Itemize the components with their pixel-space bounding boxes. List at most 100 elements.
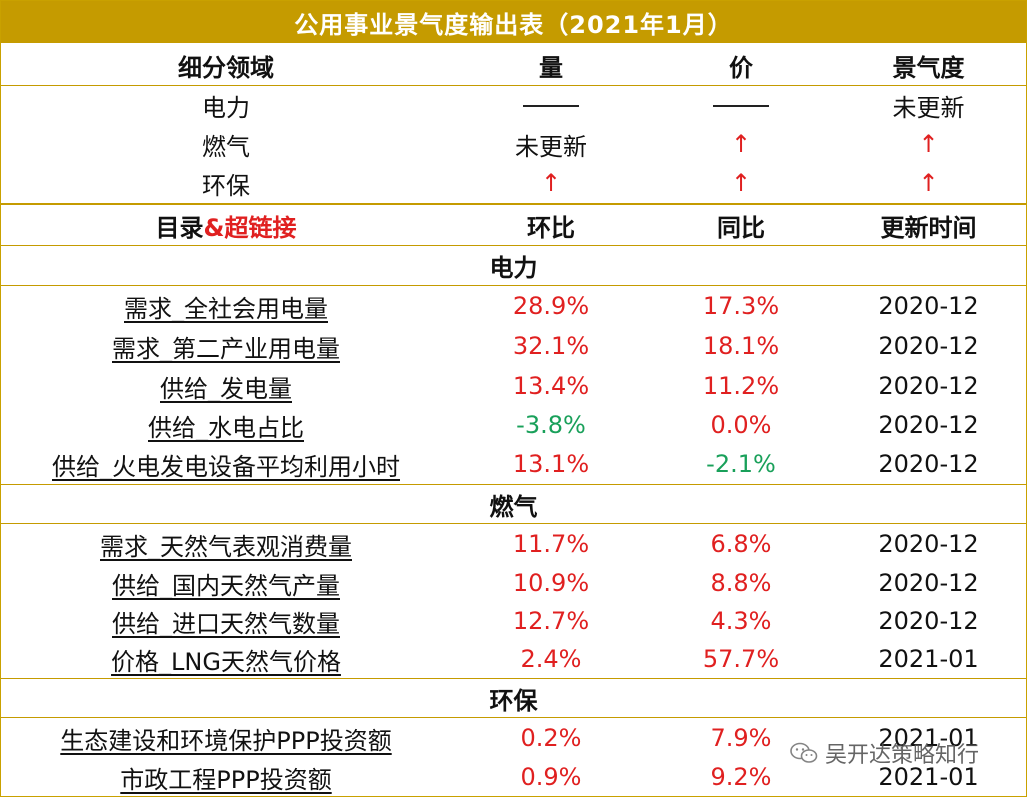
divider xyxy=(1,678,1026,679)
watermark-text: 吴开达策略知行 xyxy=(825,743,980,768)
yoy-value: 0.0% xyxy=(710,411,772,439)
mom-value: 11.7% xyxy=(512,530,590,558)
table-row: 供给_水电占比 -3.8% 0.0% 2020-12 xyxy=(1,406,1026,444)
table-row: 供给_发电量 13.4% 11.2% 2020-12 xyxy=(1,366,1026,406)
mom-value: 28.9% xyxy=(512,292,590,320)
mom-value: -3.8% xyxy=(516,411,586,439)
divider xyxy=(1,85,1026,86)
up-arrow-icon: ↑ xyxy=(918,130,939,158)
summary-volume xyxy=(451,91,651,119)
watermark: 吴开达策略知行 xyxy=(789,735,979,771)
yoy-value: 57.7% xyxy=(702,645,780,673)
divider xyxy=(1,523,1026,524)
update-time: 2021-01 xyxy=(878,724,979,752)
mom-value: 12.7% xyxy=(512,607,590,635)
table-row: 供给_进口天然气数量 12.7% 4.3% 2020-12 xyxy=(1,602,1026,640)
mom-value: 32.1% xyxy=(512,332,590,360)
update-time: 2020-12 xyxy=(878,450,979,478)
summary-price xyxy=(651,91,831,119)
hyperlink-label: &超链接 xyxy=(203,213,297,242)
yoy-value: 17.3% xyxy=(702,292,780,320)
header-yoy: 同比 xyxy=(717,213,765,242)
indicator-link[interactable]: 需求_全社会用电量 xyxy=(124,294,328,323)
table-row: 需求_全社会用电量 28.9% 17.3% 2020-12 xyxy=(1,286,1026,326)
header-price: 价 xyxy=(729,53,753,82)
divider xyxy=(1,245,1026,246)
catalog-label: 目录 xyxy=(155,213,204,242)
up-arrow-icon: ↑ xyxy=(540,169,562,197)
yoy-value: 8.8% xyxy=(710,569,772,597)
update-time: 2021-01 xyxy=(878,763,979,791)
table-row: 供给_国内天然气产量 10.9% 8.8% 2020-12 xyxy=(1,564,1026,602)
update-time: 2020-12 xyxy=(878,569,979,597)
update-time: 2020-12 xyxy=(878,530,979,558)
table-row: 需求_第二产业用电量 32.1% 18.1% 2020-12 xyxy=(1,326,1026,366)
divider xyxy=(1,285,1026,286)
indicator-link[interactable]: 价格_LNG天然气价格 xyxy=(111,647,341,676)
section-title-power: 电力 xyxy=(489,253,538,282)
indicator-link[interactable]: 供给_火电发电设备平均利用小时 xyxy=(52,452,400,481)
divider xyxy=(1,203,1026,205)
yoy-value: -2.1% xyxy=(706,450,776,478)
wechat-icon xyxy=(790,742,818,763)
yoy-value: 6.8% xyxy=(710,530,772,558)
header-mom: 环比 xyxy=(527,213,575,242)
yoy-value: 18.1% xyxy=(702,332,780,360)
indicator-link[interactable]: 市政工程PPP投资额 xyxy=(120,765,332,794)
indicator-link[interactable]: 需求_第二产业用电量 xyxy=(112,334,340,363)
update-time: 2021-01 xyxy=(878,645,979,673)
yoy-value: 4.3% xyxy=(710,607,772,635)
mom-value: 0.2% xyxy=(520,724,582,752)
up-arrow-icon: ↑ xyxy=(730,169,752,197)
header-update-time: 更新时间 xyxy=(880,213,977,242)
summary-field: 燃气 xyxy=(202,132,250,161)
indicator-link[interactable]: 生态建设和环境保护PPP投资额 xyxy=(60,726,392,755)
summary-row-power: 电力 未更新 xyxy=(1,86,1026,124)
indicator-link[interactable]: 供给_水电占比 xyxy=(148,413,304,442)
update-time: 2020-12 xyxy=(878,411,979,439)
yoy-value: 7.9% xyxy=(710,724,772,752)
table-title: 公用事业景气度输出表（2021年1月） xyxy=(1,1,1026,43)
yoy-value: 11.2% xyxy=(702,372,780,400)
up-arrow-icon: ↑ xyxy=(730,130,752,158)
update-time: 2020-12 xyxy=(878,332,979,360)
detail-header-row: 目录&超链接 环比 同比 更新时间 xyxy=(1,205,1026,245)
divider xyxy=(1,484,1026,485)
summary-row-gas: 燃气 未更新 ↑ ↑ xyxy=(1,124,1026,164)
table-row: 供给_火电发电设备平均利用小时 13.1% -2.1% 2020-12 xyxy=(1,444,1026,484)
up-arrow-icon: ↑ xyxy=(918,169,939,197)
mom-value: 2.4% xyxy=(520,645,582,673)
mom-value: 10.9% xyxy=(512,569,590,597)
indicator-link[interactable]: 供给_国内天然气产量 xyxy=(112,571,340,600)
indicator-link[interactable]: 需求_天然气表观消费量 xyxy=(100,532,352,561)
mom-value: 0.9% xyxy=(520,763,582,791)
summary-header-row: 细分领域 量 价 景气度 xyxy=(1,45,1026,85)
table-row: 生态建设和环境保护PPP投资额 0.2% 7.9% 2021-01 xyxy=(1,718,1026,758)
mom-value: 13.4% xyxy=(512,372,590,400)
section-title-env: 环保 xyxy=(489,686,538,715)
table-row: 价格_LNG天然气价格 2.4% 57.7% 2021-01 xyxy=(1,640,1026,678)
header-field: 细分领域 xyxy=(178,53,274,82)
header-prosperity: 景气度 xyxy=(892,53,965,82)
dash-mark xyxy=(523,105,579,107)
yoy-value: 9.2% xyxy=(710,763,772,791)
update-time: 2020-12 xyxy=(878,372,979,400)
summary-field: 电力 xyxy=(202,93,250,122)
header-catalog: 目录&超链接 xyxy=(1,208,451,243)
summary-volume: 未更新 xyxy=(515,132,587,161)
summary-row-env: 环保 ↑ ↑ ↑ xyxy=(1,164,1026,202)
summary-prosperity: 未更新 xyxy=(892,93,965,122)
dash-mark xyxy=(713,105,769,107)
table-row: 市政工程PPP投资额 0.9% 9.2% 2021-01 xyxy=(1,758,1026,796)
section-title-gas: 燃气 xyxy=(489,492,538,521)
mom-value: 13.1% xyxy=(512,450,590,478)
table-row: 需求_天然气表观消费量 11.7% 6.8% 2020-12 xyxy=(1,524,1026,564)
header-volume: 量 xyxy=(539,53,563,82)
summary-field: 环保 xyxy=(202,171,250,200)
indicator-link[interactable]: 供给_发电量 xyxy=(160,374,292,403)
indicator-link[interactable]: 供给_进口天然气数量 xyxy=(112,609,340,638)
update-time: 2020-12 xyxy=(878,292,979,320)
update-time: 2020-12 xyxy=(878,607,979,635)
divider xyxy=(1,717,1026,718)
